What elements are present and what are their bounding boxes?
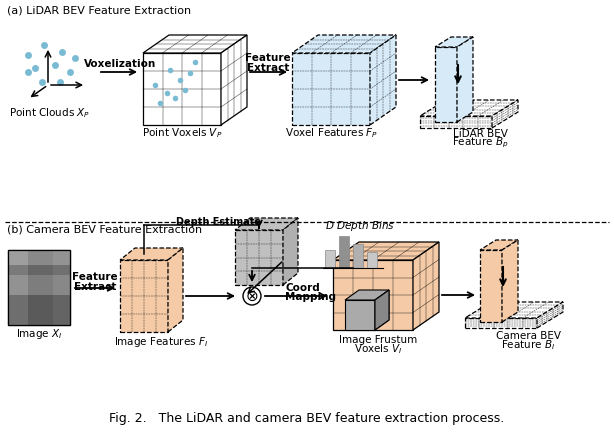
Polygon shape: [8, 295, 70, 325]
Polygon shape: [8, 250, 70, 265]
Text: Voxels $V_I$: Voxels $V_I$: [354, 342, 402, 356]
Polygon shape: [8, 250, 70, 325]
Polygon shape: [345, 300, 375, 330]
Polygon shape: [283, 218, 298, 285]
Polygon shape: [375, 290, 389, 330]
Polygon shape: [492, 100, 518, 128]
Text: Depth Estimate: Depth Estimate: [176, 217, 260, 227]
Polygon shape: [375, 290, 389, 330]
Polygon shape: [8, 275, 70, 295]
Circle shape: [243, 287, 261, 305]
Polygon shape: [221, 35, 247, 125]
Text: (b) Camera BEV Feature Extraction: (b) Camera BEV Feature Extraction: [7, 224, 202, 234]
Text: Image Features $F_I$: Image Features $F_I$: [114, 335, 208, 349]
Text: Voxel Features $F_P$: Voxel Features $F_P$: [286, 126, 379, 140]
Polygon shape: [420, 116, 492, 128]
Polygon shape: [120, 248, 183, 260]
Polygon shape: [143, 35, 247, 53]
Polygon shape: [465, 318, 537, 328]
Bar: [8, 250, 70, 325]
Polygon shape: [480, 250, 502, 322]
Text: Image $X_I$: Image $X_I$: [16, 327, 62, 341]
Polygon shape: [168, 248, 183, 332]
Polygon shape: [292, 53, 370, 125]
Polygon shape: [537, 302, 563, 328]
Text: Image Frustum: Image Frustum: [339, 335, 417, 345]
Text: Extract: Extract: [74, 282, 116, 292]
Polygon shape: [53, 250, 70, 325]
Text: Point Voxels $V_P$: Point Voxels $V_P$: [142, 126, 222, 140]
Polygon shape: [480, 240, 518, 250]
Text: Fig. 2.   The LiDAR and camera BEV feature extraction process.: Fig. 2. The LiDAR and camera BEV feature…: [109, 411, 505, 425]
Polygon shape: [457, 37, 473, 122]
Polygon shape: [465, 302, 563, 318]
Text: Feature: Feature: [72, 272, 118, 282]
Text: Point Clouds $X_P$: Point Clouds $X_P$: [9, 106, 91, 120]
Text: Feature: Feature: [245, 53, 291, 63]
Polygon shape: [420, 100, 518, 116]
Polygon shape: [8, 250, 28, 325]
Polygon shape: [502, 240, 518, 322]
Polygon shape: [120, 260, 168, 332]
Bar: [367, 252, 377, 268]
Polygon shape: [143, 53, 221, 125]
Polygon shape: [333, 242, 439, 260]
Text: Extract: Extract: [247, 63, 289, 73]
Text: Voxelization: Voxelization: [84, 59, 156, 69]
Bar: [339, 236, 349, 268]
Text: Feature $B_I$: Feature $B_I$: [501, 338, 555, 352]
Polygon shape: [292, 35, 396, 53]
Text: LiDAR BEV: LiDAR BEV: [453, 129, 507, 139]
Text: (a) LiDAR BEV Feature Extraction: (a) LiDAR BEV Feature Extraction: [7, 5, 191, 15]
Text: $\otimes$: $\otimes$: [246, 289, 258, 304]
Text: Feature $B_p$: Feature $B_p$: [452, 136, 508, 150]
Bar: [325, 250, 335, 268]
Polygon shape: [8, 265, 70, 275]
Text: Camera BEV: Camera BEV: [495, 331, 561, 341]
Polygon shape: [235, 230, 283, 285]
Polygon shape: [435, 37, 473, 47]
Polygon shape: [333, 260, 413, 330]
Polygon shape: [28, 250, 53, 325]
Text: $D$ Depth Bins: $D$ Depth Bins: [325, 219, 395, 233]
Polygon shape: [370, 35, 396, 125]
Polygon shape: [435, 47, 457, 122]
Bar: [353, 244, 363, 268]
Polygon shape: [235, 218, 298, 230]
Polygon shape: [413, 242, 439, 330]
Text: Coord: Coord: [285, 283, 320, 293]
Polygon shape: [345, 290, 389, 300]
Text: Mapping: Mapping: [285, 292, 336, 302]
